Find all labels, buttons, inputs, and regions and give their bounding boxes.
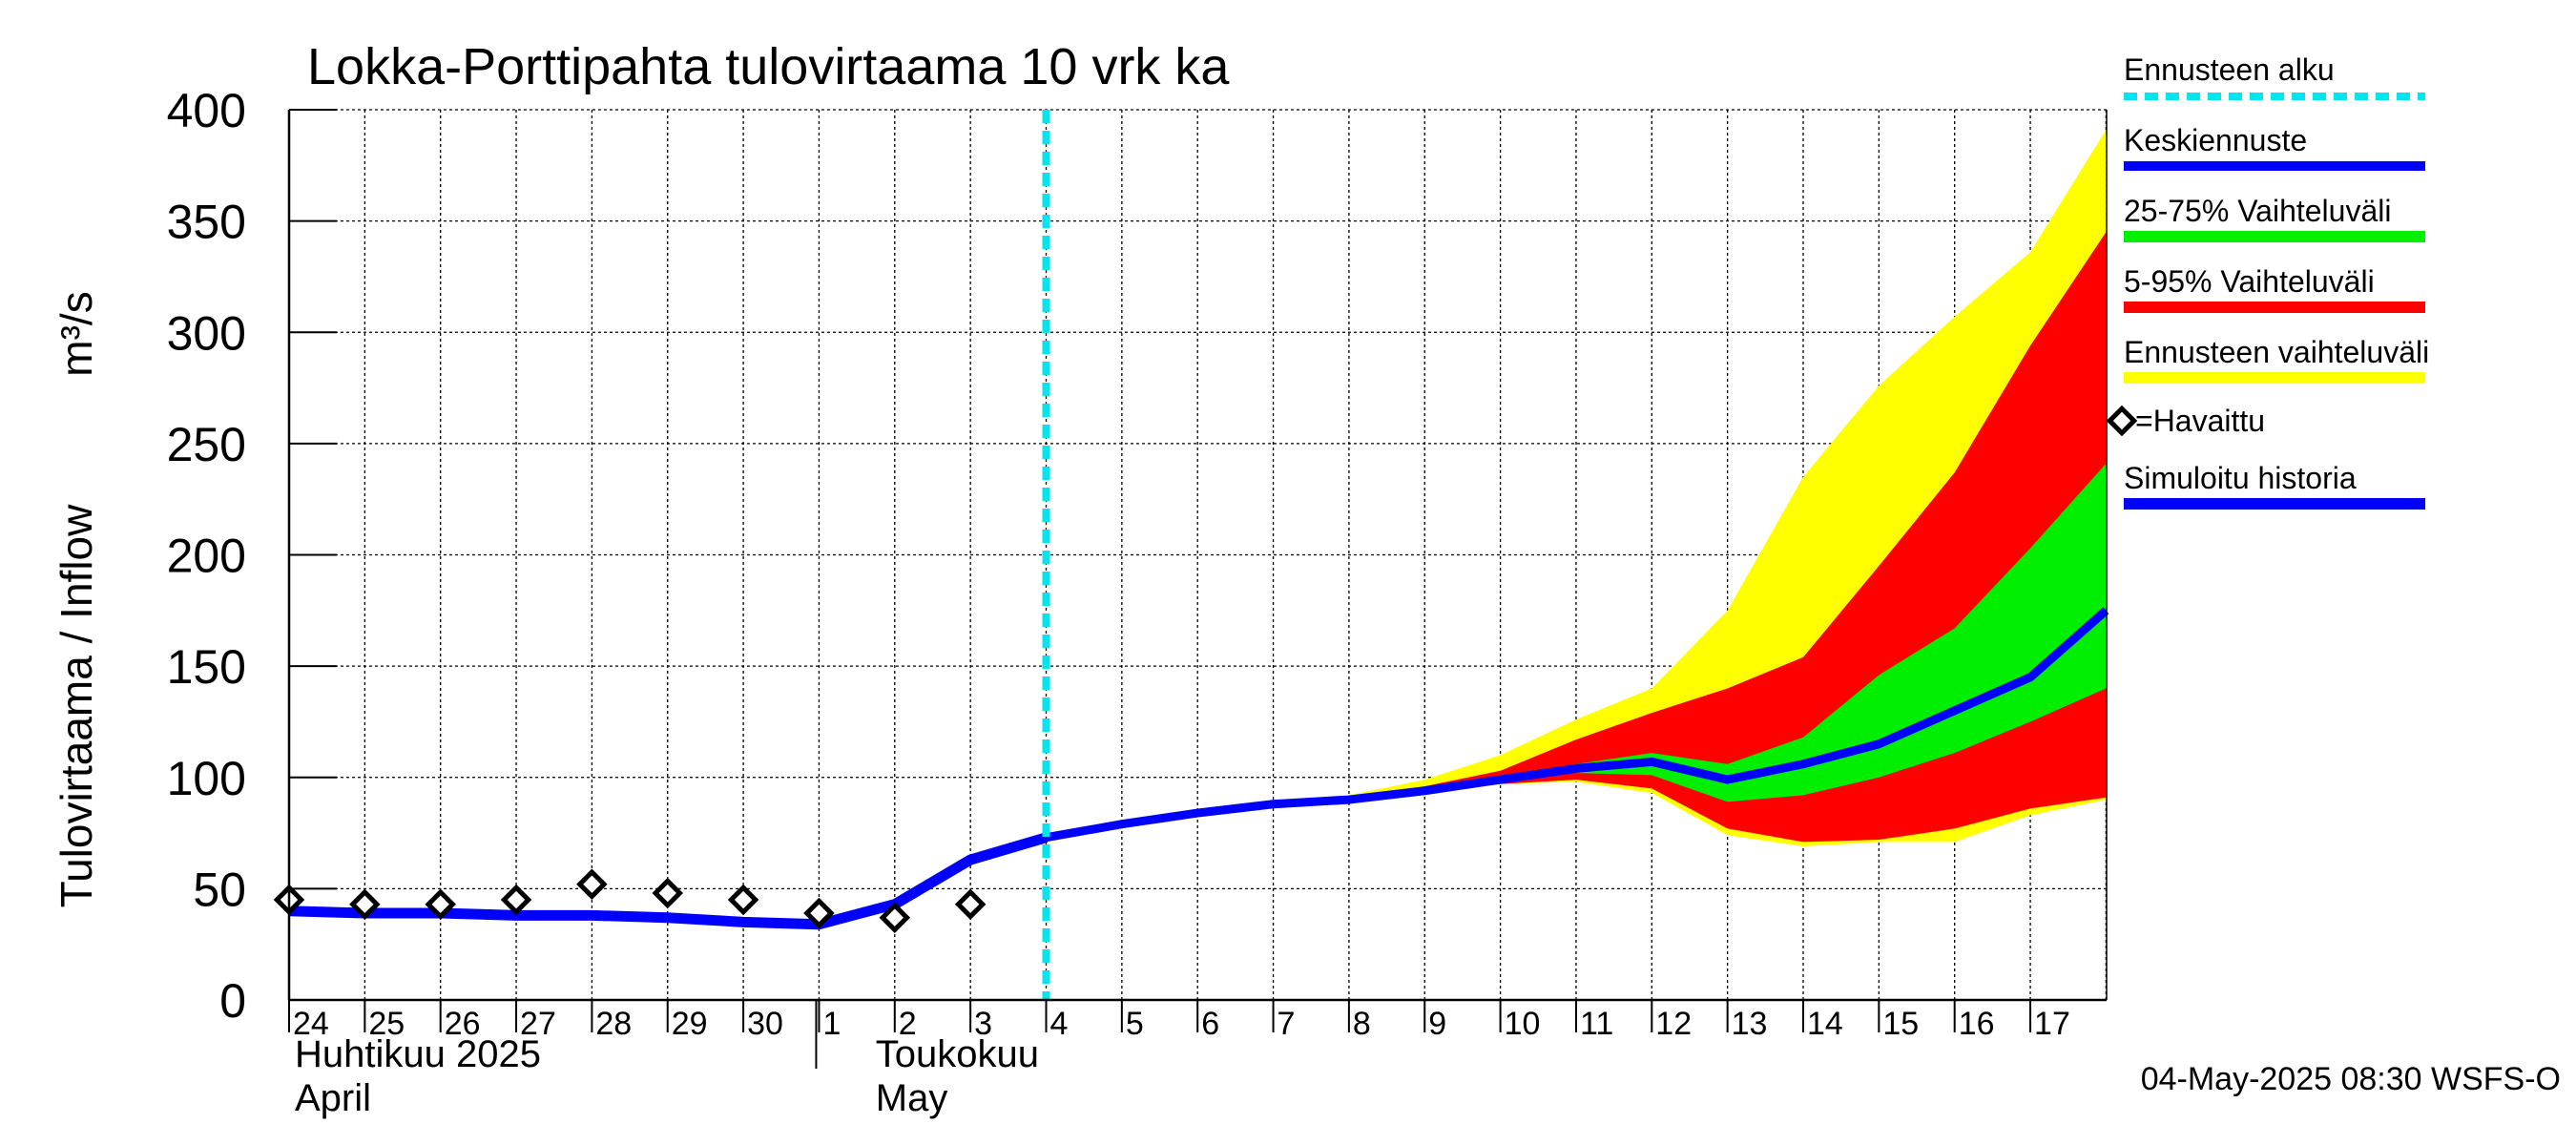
legend-label-total: Ennusteen vaihteluväli [2124,335,2429,369]
legend-marker-observed [2106,405,2138,437]
legend: Ennusteen alku Keskiennuste 25-75% Vaiht… [2106,52,2429,510]
legend-label-observed: =Havaittu [2135,404,2265,438]
observed-point-3 [500,884,532,916]
observed-point-5 [652,877,684,909]
x-tick-label-20: 14 [1807,1006,1843,1042]
observed-point-9 [954,888,987,920]
chart-title: Lokka-Porttipahta tulovirtaama 10 vrk ka [307,38,1230,95]
x-tick-label-23: 17 [2034,1006,2070,1042]
x-tick-label-21: 15 [1882,1006,1919,1042]
observed-point-2 [425,888,456,920]
x-tick-label-19: 13 [1732,1006,1768,1042]
legend-label-simulated: Simuloitu historia [2124,461,2357,495]
x-tick-label-18: 12 [1655,1006,1692,1042]
month-label-april-line2: April [295,1077,371,1119]
y-tick-label-200: 200 [167,530,246,583]
observed-markers [273,868,987,933]
legend-label-mean: Keskiennuste [2124,123,2307,157]
x-tick-label-2: 26 [445,1006,481,1042]
x-tick-label-16: 10 [1505,1006,1541,1042]
x-tick-label-13: 7 [1278,1006,1296,1042]
observed-point-8 [879,902,911,933]
x-tick-label-22: 16 [1959,1006,1995,1042]
x-tick-label-12: 6 [1201,1006,1219,1042]
y-tick-label-100: 100 [167,752,246,805]
x-tick-label-6: 30 [747,1006,783,1042]
y-tick-label-150: 150 [167,640,246,694]
x-tick-label-15: 9 [1428,1006,1446,1042]
y-axis-unit: m³/s [52,291,101,376]
x-tick-label-9: 3 [974,1006,992,1042]
simulated-history-line [288,832,1049,930]
x-tick-label-4: 28 [595,1006,632,1042]
month-label-may-line1: Toukokuu [876,1033,1039,1075]
y-tick-label-0: 0 [219,974,246,1028]
x-tick-label-3: 27 [520,1006,556,1042]
observed-point-7 [803,897,835,929]
x-tick-label-17: 11 [1580,1006,1613,1042]
x-tick-label-14: 8 [1353,1006,1371,1042]
month-label-april-line1: Huhtikuu 2025 [295,1033,541,1075]
x-tick-label-11: 5 [1126,1006,1144,1042]
month-label-may-line2: May [876,1077,948,1119]
series-lines [288,110,2109,1000]
observed-point-1 [349,888,381,920]
observed-point-6 [727,884,759,916]
y-axis-label: Tulovirtaama / Inflow [52,504,101,907]
legend-label-5-95: 5-95% Vaihteluväli [2124,264,2375,299]
mean-forecast-line [1045,607,2109,843]
band-5-95 [1046,232,2107,843]
x-tick-label-10: 4 [1050,1006,1069,1042]
x-tick-label-1: 25 [368,1006,405,1042]
y-tick-label-400: 400 [167,84,246,137]
legend-label-25-75: 25-75% Vaihteluväli [2124,194,2391,228]
legend-label-forecast-start: Ennusteen alku [2124,52,2335,87]
forecast-bands [1046,129,2107,847]
x-tick-label-0: 24 [293,1006,329,1042]
band-25-75 [1046,463,2107,838]
y-tick-label-350: 350 [167,196,246,249]
x-tick-label-8: 2 [899,1006,917,1042]
y-tick-label-300: 300 [167,306,246,360]
x-tick-label-5: 29 [672,1006,708,1042]
axes [287,109,2108,1069]
footer-timestamp: 04-May-2025 08:30 WSFS-O [2141,1061,2561,1097]
x-tick-label-7: 1 [822,1006,841,1042]
y-tick-label-50: 50 [193,863,246,916]
y-tick-label-250: 250 [167,418,246,471]
observed-point-4 [576,868,608,900]
